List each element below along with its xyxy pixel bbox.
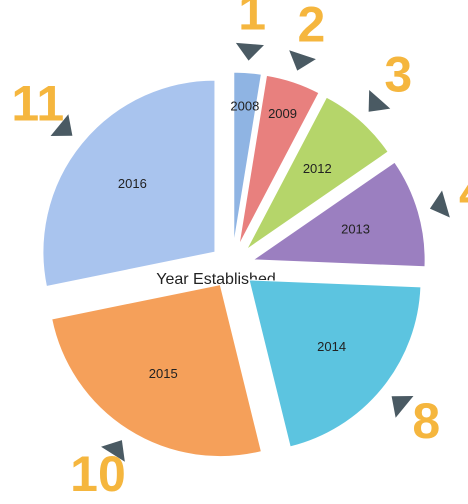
slice-label: 2012 <box>303 161 332 176</box>
slice-label: 2014 <box>317 339 346 354</box>
chart-title: Year Established <box>156 271 276 288</box>
data-label: 3 <box>384 47 412 103</box>
pointer <box>235 42 264 61</box>
pointer <box>101 440 125 462</box>
pointer <box>289 50 316 71</box>
pointer <box>50 114 73 137</box>
data-label: 4 <box>459 164 468 220</box>
data-label: 8 <box>412 393 440 449</box>
pie-slice <box>248 279 422 448</box>
pointer <box>391 395 414 418</box>
slice-label: 2009 <box>268 106 297 121</box>
pie-slice <box>51 284 263 458</box>
pie-slice <box>238 74 320 246</box>
slice-label: 2015 <box>149 366 178 381</box>
pointer <box>429 190 450 218</box>
pie-slice <box>233 71 262 245</box>
slice-label: 2013 <box>341 222 370 237</box>
pie-slice <box>251 161 426 268</box>
pointer <box>368 89 391 112</box>
pie-slice <box>42 79 216 288</box>
data-label: 11 <box>11 76 64 132</box>
data-label: 10 <box>70 446 126 502</box>
data-label: 2 <box>298 0 326 52</box>
slice-label: 2016 <box>118 176 147 191</box>
slice-label: 2008 <box>230 98 259 113</box>
pie-slice <box>246 96 389 250</box>
data-label: 1 <box>238 0 266 40</box>
